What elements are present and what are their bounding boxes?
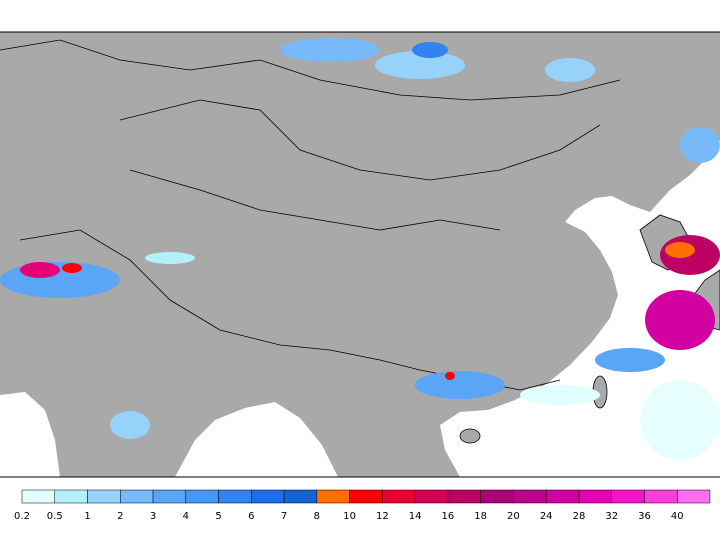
colorbar-label: 10	[343, 511, 356, 522]
colorbar-label: 0.2	[14, 511, 30, 522]
precip-area	[110, 411, 150, 439]
precip-area	[645, 290, 715, 350]
precip-area	[412, 42, 448, 58]
colorbar-swatch	[316, 489, 350, 504]
colorbar-label: 2	[117, 511, 123, 522]
precip-area	[145, 252, 195, 264]
colorbar-swatch	[251, 489, 285, 504]
colorbar-label: 40	[671, 511, 684, 522]
colorbar-label: 14	[409, 511, 422, 522]
precip-area	[20, 262, 60, 278]
colorbar-swatch	[185, 489, 219, 504]
colorbar-label: 1	[84, 511, 90, 522]
colorbar-swatch	[87, 489, 121, 504]
precip-area	[545, 58, 595, 82]
colorbar-label: 18	[474, 511, 487, 522]
colorbar-label: 16	[442, 511, 455, 522]
colorbar-label: 4	[183, 511, 189, 522]
colorbar-swatch	[414, 489, 449, 504]
precip-area	[665, 242, 695, 258]
precip-area	[595, 348, 665, 372]
colorbar-label: 12	[376, 511, 389, 522]
precip-area	[445, 372, 455, 380]
borders	[0, 39, 621, 391]
colorbar-label: 7	[281, 511, 287, 522]
colorbar-label: 36	[638, 511, 651, 522]
colorbar-swatch	[382, 489, 416, 504]
colorbar-swatch	[611, 489, 645, 504]
colorbar-label: 5	[215, 511, 221, 522]
colorbar-swatch	[480, 489, 514, 504]
colorbar-swatch	[349, 489, 383, 504]
colorbar-swatch	[54, 489, 88, 504]
precip-area	[520, 385, 600, 405]
colorbar-label: 20	[507, 511, 520, 522]
colorbar-label: 0.5	[47, 511, 63, 522]
colorbar-label: 24	[540, 511, 553, 522]
hainan	[459, 428, 481, 444]
colorbar-swatch	[545, 489, 580, 504]
colorbar-swatch	[447, 489, 481, 504]
precip-area	[375, 51, 465, 79]
precip-area	[280, 38, 380, 62]
colorbar-swatch	[218, 489, 252, 504]
colorbar-label: 28	[573, 511, 586, 522]
map-area	[0, 31, 720, 478]
colorbar-label: 8	[314, 511, 320, 522]
precip-area	[62, 263, 82, 273]
colorbar-label: 6	[248, 511, 254, 522]
colorbar-swatch	[283, 489, 318, 504]
colorbar-swatch	[152, 489, 187, 504]
precip-area	[0, 262, 120, 298]
precip-areas	[0, 38, 720, 460]
bay-of-bengal	[175, 402, 338, 477]
colorbar-label: 3	[150, 511, 156, 522]
precip-area	[415, 371, 505, 399]
colorbar-swatch	[578, 489, 612, 504]
colorbar-swatch	[676, 489, 711, 504]
colorbar-swatch	[120, 489, 154, 504]
colorbar: 0.2 0.5 1 2 3 4 5 6 7 8 10 12 14 16 18 20 24 28 32 36 40	[14, 489, 711, 522]
precip-area	[640, 380, 720, 460]
colorbar-swatch	[21, 489, 56, 504]
colorbar-swatch	[644, 489, 678, 504]
colorbar-label: 32	[605, 511, 618, 522]
colorbar-swatch	[513, 489, 547, 504]
arabian-sea	[0, 392, 60, 477]
precip-area	[680, 127, 720, 163]
